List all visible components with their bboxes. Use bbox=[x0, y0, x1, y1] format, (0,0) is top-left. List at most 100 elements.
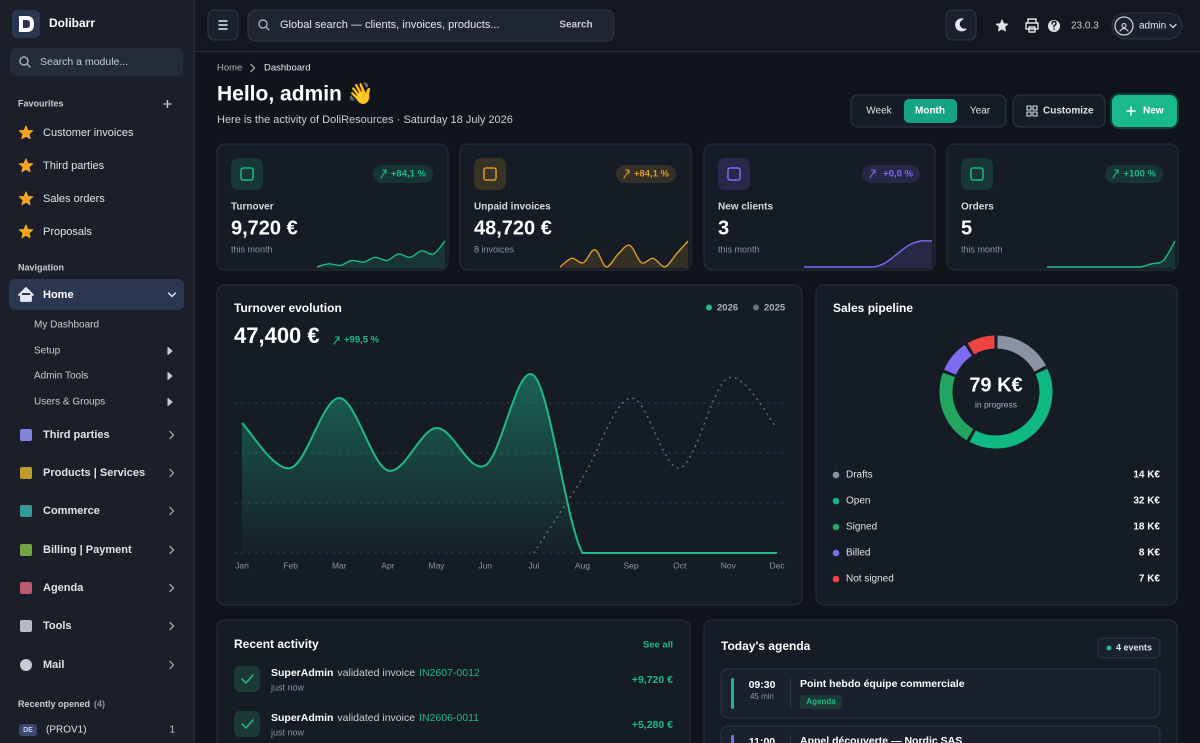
chart-change: +99,5 % bbox=[344, 335, 380, 346]
activity-text: SuperAdmin validated invoice IN2607-0012 bbox=[271, 667, 480, 679]
nav-sublink[interactable]: Users & Groups bbox=[34, 397, 105, 408]
new-button[interactable] bbox=[1112, 95, 1177, 127]
chevron bbox=[250, 63, 256, 73]
favourite-link[interactable]: Customer invoices bbox=[43, 127, 134, 139]
activity-icon-box bbox=[234, 666, 260, 692]
breadcrumb[interactable]: Home bbox=[217, 63, 242, 74]
kpi-icon-box bbox=[718, 158, 750, 190]
status-dot bbox=[1106, 645, 1112, 651]
module-search[interactable] bbox=[10, 48, 183, 76]
legend-value: 7 K€ bbox=[1139, 574, 1161, 585]
event-tag-label: Agenda bbox=[806, 697, 836, 706]
donut-segment bbox=[939, 372, 974, 441]
recent-badge bbox=[19, 724, 37, 736]
sparkline bbox=[1046, 240, 1176, 268]
kpi-card bbox=[703, 143, 936, 271]
nav-link[interactable]: Commerce bbox=[43, 505, 100, 517]
event-color-bar bbox=[731, 678, 734, 709]
nav-link[interactable]: Billing | Payment bbox=[43, 544, 132, 556]
activity-title: Recent activity bbox=[234, 637, 319, 651]
search-button[interactable]: Search bbox=[559, 20, 592, 31]
kpi-icon-box bbox=[474, 158, 506, 190]
nav-link[interactable]: Third parties bbox=[43, 429, 110, 441]
agenda-event[interactable] bbox=[720, 668, 1161, 719]
kpi-change: +84,1 % bbox=[634, 169, 670, 180]
logo bbox=[12, 10, 40, 38]
check-icon bbox=[241, 719, 254, 729]
kpi-icon bbox=[727, 167, 741, 181]
line-area bbox=[242, 373, 777, 553]
x-tick-label: Nov bbox=[721, 560, 737, 570]
subtitle: Here is the activity of DoliResources · … bbox=[217, 114, 513, 126]
trend-arrow bbox=[380, 169, 387, 179]
activity-ref[interactable]: IN2606-0011 bbox=[419, 712, 479, 724]
line-series bbox=[533, 376, 778, 554]
kpi-label: Orders bbox=[961, 202, 994, 213]
legend-value: 8 K€ bbox=[1139, 548, 1161, 559]
nav-link[interactable]: Mail bbox=[43, 659, 64, 671]
nav-sublink[interactable]: My Dashboard bbox=[34, 320, 99, 331]
agenda-event[interactable] bbox=[720, 725, 1161, 743]
x-tick-label: May bbox=[429, 560, 446, 570]
star-icon bbox=[18, 224, 34, 239]
kpi-card bbox=[946, 143, 1179, 271]
search-icon bbox=[265, 26, 270, 31]
see-all-link[interactable]: See all bbox=[643, 640, 673, 651]
nav-link[interactable]: Products | Services bbox=[43, 467, 145, 479]
event-time: 11:00 bbox=[749, 736, 775, 743]
sparkline bbox=[803, 239, 933, 268]
kpi-icon bbox=[240, 167, 254, 181]
chevron bbox=[1169, 23, 1177, 29]
event-color-bar bbox=[731, 735, 734, 743]
legend-dot bbox=[753, 304, 759, 311]
check-icon bbox=[241, 674, 254, 684]
activity-icon-box bbox=[234, 711, 260, 737]
kpi-card bbox=[459, 143, 692, 271]
favourite-link[interactable]: Sales orders bbox=[43, 193, 105, 205]
theme-toggle[interactable] bbox=[945, 9, 977, 41]
global-search-placeholder: Global search — clients, invoices, produ… bbox=[280, 19, 499, 31]
nav-sublink[interactable]: Setup bbox=[34, 346, 61, 357]
period-option[interactable]: Year bbox=[970, 106, 991, 117]
event-time: 09:30 bbox=[749, 679, 776, 691]
legend-dot bbox=[832, 549, 840, 557]
activity-ref[interactable]: IN2607-0012 bbox=[419, 667, 480, 679]
chevron bbox=[167, 292, 177, 298]
recent-link[interactable]: (PROV1) bbox=[46, 725, 87, 736]
legend-dot bbox=[832, 523, 840, 531]
legend-label: 2026 bbox=[717, 303, 738, 314]
event-duration: 45 min bbox=[750, 692, 774, 701]
sidebar bbox=[0, 0, 194, 743]
nav-link[interactable]: Home bbox=[43, 289, 74, 301]
submenu-arrow bbox=[167, 372, 173, 380]
trend-arrow bbox=[623, 169, 630, 179]
donut-center-label: in progress bbox=[975, 399, 1017, 409]
kpi-icon bbox=[970, 167, 984, 181]
sparkline bbox=[316, 240, 446, 268]
favourite-link[interactable]: Third parties bbox=[43, 160, 105, 172]
nav-sublink[interactable]: Admin Tools bbox=[34, 371, 88, 382]
recent-count: (4) bbox=[94, 699, 105, 709]
period-option[interactable]: Month bbox=[915, 106, 945, 117]
user-name: admin bbox=[1139, 21, 1166, 32]
kpi-change-badge bbox=[373, 165, 433, 183]
favourite-link[interactable]: Proposals bbox=[43, 226, 92, 238]
kpi-value: 3 bbox=[718, 217, 729, 239]
chevron bbox=[169, 583, 175, 593]
recent-title: Recently opened bbox=[18, 699, 90, 709]
customize-button[interactable] bbox=[1012, 94, 1106, 128]
moon-icon bbox=[955, 18, 967, 32]
period-option[interactable]: Week bbox=[866, 106, 892, 117]
nav-link[interactable]: Agenda bbox=[43, 582, 84, 594]
nav-link[interactable]: Tools bbox=[43, 620, 72, 632]
nav-active[interactable] bbox=[9, 279, 184, 310]
global-search[interactable] bbox=[247, 9, 615, 42]
x-tick-label: Apr bbox=[381, 560, 394, 570]
nav-icon bbox=[20, 582, 32, 594]
x-tick-label: Sep bbox=[624, 560, 639, 570]
star-icon bbox=[18, 191, 34, 206]
kpi-label: Unpaid invoices bbox=[474, 202, 551, 213]
x-tick-label: Feb bbox=[283, 560, 298, 570]
legend-value: 14 K€ bbox=[1133, 470, 1160, 481]
